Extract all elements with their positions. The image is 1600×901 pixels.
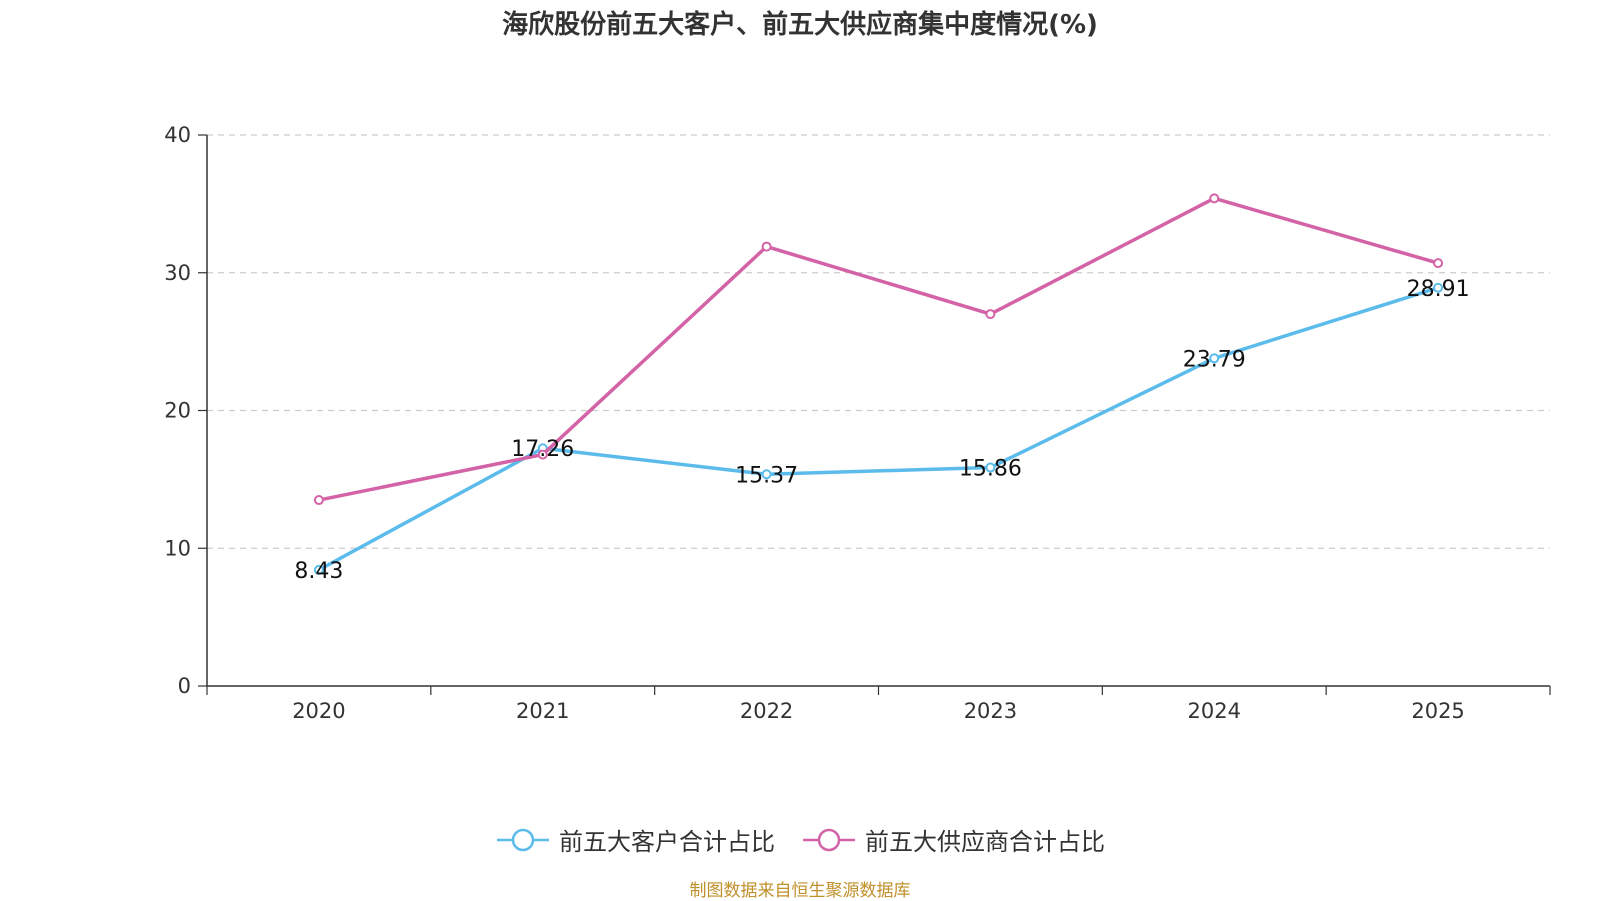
data-point[interactable]: [313, 564, 324, 575]
series-line-1: [318, 196, 1439, 502]
legend: 前五大客户合计占比 前五大供应商合计占比: [0, 822, 1600, 857]
data-label: 28.91: [1407, 277, 1470, 302]
y-tick-label: 20: [164, 399, 191, 423]
series-line-0: [318, 286, 1439, 572]
legend-item-customers[interactable]: 前五大客户合计占比: [495, 822, 775, 857]
legend-line-icon: [803, 828, 855, 851]
series-group: [313, 193, 1444, 575]
data-point[interactable]: [761, 469, 772, 480]
data-labels: 8.43 17.26 15.37 15.86 23.79 28.91: [294, 277, 1469, 584]
data-point[interactable]: [1433, 258, 1444, 269]
data-point[interactable]: [537, 449, 548, 460]
data-label: 23.79: [1183, 347, 1246, 372]
grid-lines: [207, 134, 1550, 549]
data-point[interactable]: [985, 462, 996, 473]
data-label: 15.37: [735, 463, 798, 488]
x-tick-label: 2022: [740, 699, 793, 723]
x-tick-label: 2023: [964, 699, 1017, 723]
data-label: 15.86: [959, 457, 1022, 482]
y-tick-label: 30: [164, 261, 191, 285]
data-label: 8.43: [294, 559, 343, 584]
x-tick-label: 2024: [1188, 699, 1241, 723]
x-tick-label: 2021: [516, 699, 569, 723]
y-tick-label: 40: [164, 123, 191, 147]
data-point[interactable]: [1209, 193, 1220, 204]
data-point[interactable]: [1209, 353, 1220, 364]
y-tick-label: 10: [164, 536, 191, 560]
source-note: 制图数据来自恒生聚源数据库: [689, 881, 911, 901]
legend-line-icon: [497, 828, 549, 851]
chart-title: 海欣股份前五大客户、前五大供应商集中度情况(%): [502, 10, 1098, 40]
legend-label-suppliers: 前五大供应商合计占比: [865, 828, 1105, 856]
data-label: 17.26: [511, 437, 574, 462]
axes: 0 10 20 30 40 2020 2021 2022 2023 2024 2025: [164, 123, 1551, 723]
y-tick-label: 0: [178, 674, 191, 698]
legend-label-customers: 前五大客户合计占比: [559, 828, 775, 856]
data-point[interactable]: [761, 241, 772, 252]
data-point[interactable]: [985, 309, 996, 320]
data-point[interactable]: [1433, 282, 1444, 293]
data-point[interactable]: [313, 495, 324, 506]
x-tick-label: 2025: [1411, 699, 1464, 723]
x-tick-label: 2020: [292, 699, 345, 723]
legend-item-suppliers[interactable]: 前五大供应商合计占比: [801, 822, 1105, 857]
